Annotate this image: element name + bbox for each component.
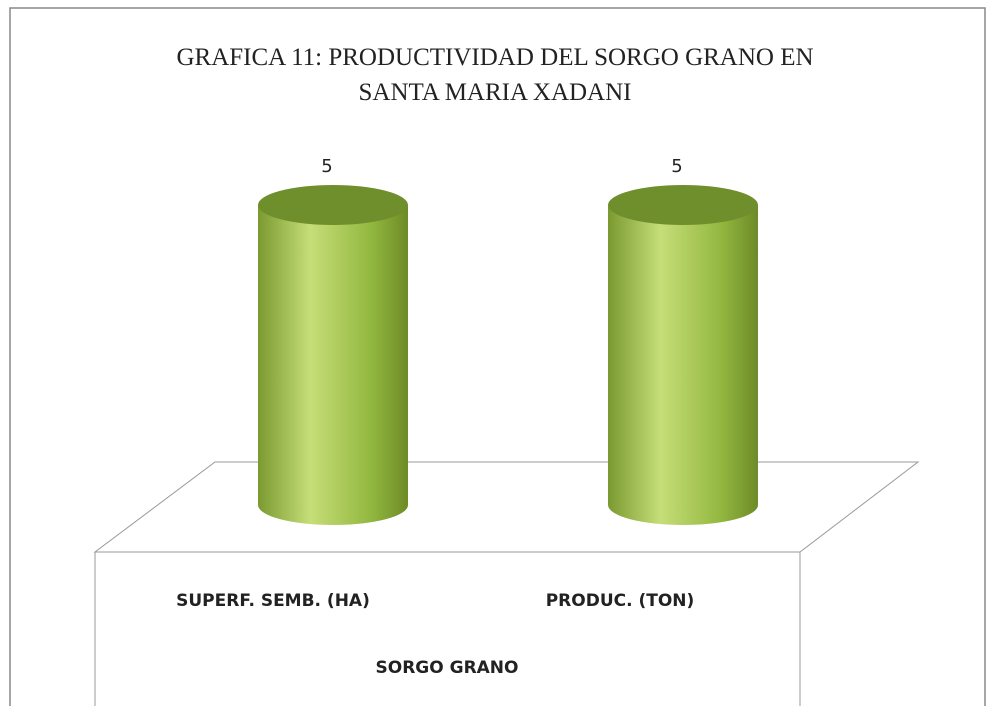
chart-title: GRAFICA 11: PRODUCTIVIDAD DEL SORGO GRAN…: [176, 44, 814, 106]
floor: [93, 461, 920, 553]
group-label: SORGO GRANO: [376, 658, 519, 678]
cylinder: [258, 185, 408, 525]
x-tick-label: SUPERF. SEMB. (HA): [176, 591, 370, 611]
cylinder-top: [258, 185, 408, 225]
frame: [9, 7, 986, 706]
value-label: 5: [671, 156, 682, 177]
cylinder-top: [608, 185, 758, 225]
cylinder-body: [258, 205, 408, 525]
cylinder-body: [608, 205, 758, 525]
value-label: 5: [321, 156, 332, 177]
cylinder: [608, 185, 758, 525]
x-tick-label: PRODUC. (TON): [546, 591, 695, 611]
plot: 5 SUPERF. SEMB. (HA) 5 PRODUC. (TON) SORGO G…: [176, 156, 758, 678]
